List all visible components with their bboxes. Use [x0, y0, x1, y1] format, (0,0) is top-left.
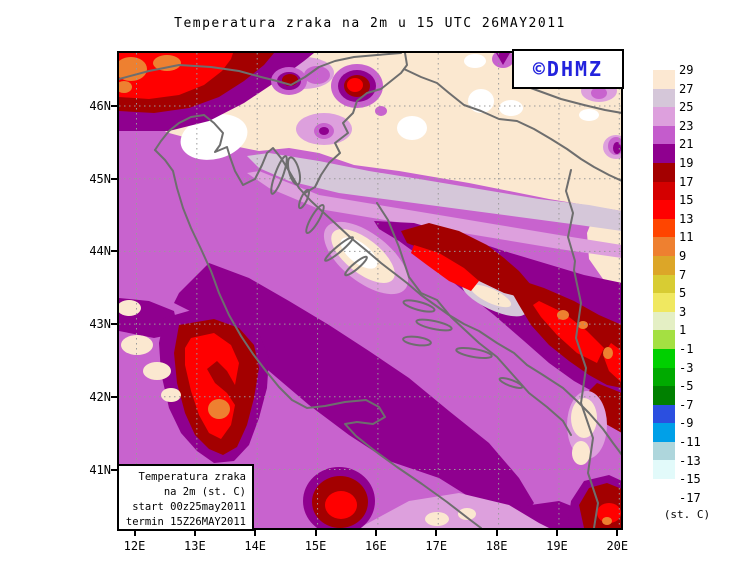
colorbar-tick-label: 3: [679, 304, 687, 319]
colorbar: [653, 70, 675, 498]
colorbar-swatch: [653, 460, 675, 480]
lon-tick-label: 13E: [184, 539, 206, 553]
colorbar-tick-label: -15: [679, 472, 701, 487]
lon-tick-mark: [193, 530, 196, 536]
colorbar-swatch: [653, 255, 675, 275]
colorbar-tick-label: -5: [679, 379, 694, 394]
country-borders-coastlines: [119, 53, 621, 528]
info-line-variable: Temperatura zraka: [138, 471, 246, 483]
colorbar-tick-label: 1: [679, 323, 687, 338]
colorbar-tick-label: -3: [679, 360, 694, 375]
colorbar-tick-label: 19: [679, 156, 694, 170]
colorbar-swatch: [653, 237, 675, 256]
colorbar-tick-label: 29: [679, 63, 694, 77]
lon-tick-label: 19E: [546, 539, 568, 553]
temperature-field-plot: [119, 53, 621, 528]
colorbar-tick-label: 25: [679, 100, 694, 115]
colorbar-swatch: [653, 274, 675, 294]
colorbar-swatch: [653, 367, 675, 387]
lon-tick-mark: [435, 530, 438, 536]
colorbar-tick-label: 7: [679, 267, 687, 282]
colorbar-swatch: [653, 162, 675, 182]
colorbar-tick-label: 21: [679, 137, 694, 152]
lat-tick-mark: [111, 468, 117, 471]
lon-tick-label: 15E: [304, 539, 327, 553]
lat-tick-mark: [111, 323, 117, 326]
page-title: Temperatura zraka na 2m u 15 UTC 26MAY20…: [174, 16, 566, 31]
lon-tick-label: 18E: [485, 539, 508, 553]
dhmz-watermark: ©DHMZ: [512, 49, 624, 89]
colorbar-unit-label: (st. C): [663, 508, 711, 521]
lat-tick-label: 42N: [89, 389, 111, 404]
lon-tick-mark: [133, 530, 136, 536]
lat-tick-label: 43N: [89, 317, 111, 332]
lat-tick-mark: [111, 177, 117, 180]
colorbar-swatch: [653, 404, 675, 424]
lon-tick-label: 16E: [365, 539, 387, 553]
lon-tick-mark: [374, 530, 377, 536]
colorbar-swatch: [653, 181, 675, 201]
colorbar-tick-label: -9: [679, 416, 694, 431]
colorbar-swatch: [653, 218, 675, 238]
colorbar-tick-label: -13: [679, 453, 701, 468]
lon-tick-label: 12E: [123, 539, 146, 553]
colorbar-tick-label: 15: [679, 193, 694, 208]
colorbar-tick-label: 5: [679, 286, 687, 301]
lat-tick-label: 45N: [89, 171, 111, 186]
colorbar-tick-label: 13: [679, 211, 694, 226]
lon-tick-mark: [254, 530, 257, 536]
lat-tick-mark: [111, 250, 117, 253]
dhmz-label: ©DHMZ: [532, 57, 604, 81]
colorbar-swatch: [653, 311, 675, 331]
lat-tick-label: 44N: [89, 244, 111, 259]
colorbar-swatch: [653, 330, 675, 349]
lon-tick-mark: [555, 530, 558, 536]
map-canvas: [117, 51, 623, 530]
colorbar-swatch: [653, 144, 675, 163]
lon-tick-mark: [495, 530, 498, 536]
colorbar-swatch: [653, 125, 675, 145]
colorbar-tick-label: -11: [679, 435, 701, 449]
colorbar-tick-label: 27: [679, 81, 694, 96]
colorbar-tick-label: -17: [679, 490, 701, 505]
info-line-start: start 00z25may2011: [132, 501, 246, 513]
colorbar-tick-label: 9: [679, 249, 687, 263]
lon-tick-mark: [314, 530, 317, 536]
colorbar-tick-label: 17: [679, 174, 694, 189]
colorbar-swatch: [653, 70, 675, 89]
colorbar-swatch: [653, 479, 675, 498]
lat-tick-mark: [111, 395, 117, 398]
lon-tick-label: 14E: [244, 539, 267, 553]
info-line-level-unit: na 2m (st. C): [163, 486, 246, 498]
colorbar-tick-label: 23: [679, 118, 694, 133]
lon-tick-label: 20E: [606, 539, 629, 553]
colorbar-swatch: [653, 441, 675, 461]
colorbar-tick-label: 11: [679, 230, 694, 245]
lon-tick-mark: [616, 530, 619, 536]
lon-tick-label: 17E: [425, 539, 448, 553]
colorbar-tick-label: -1: [679, 342, 694, 356]
info-line-termin: termin 15Z26MAY2011: [125, 516, 246, 528]
colorbar-swatch: [653, 293, 675, 312]
map-info-box: Temperatura zraka na 2m (st. C) start 00…: [117, 464, 254, 531]
grid-lines: [119, 53, 621, 528]
lat-tick-label: 41N: [89, 462, 111, 477]
lat-tick-mark: [111, 105, 117, 107]
colorbar-swatch: [653, 200, 675, 219]
lat-tick-label: 46N: [89, 99, 111, 113]
colorbar-swatch: [653, 88, 675, 108]
colorbar-swatch: [653, 423, 675, 442]
colorbar-swatch: [653, 386, 675, 405]
colorbar-tick-label: -7: [679, 397, 694, 412]
colorbar-swatch: [653, 107, 675, 126]
colorbar-swatch: [653, 348, 675, 368]
